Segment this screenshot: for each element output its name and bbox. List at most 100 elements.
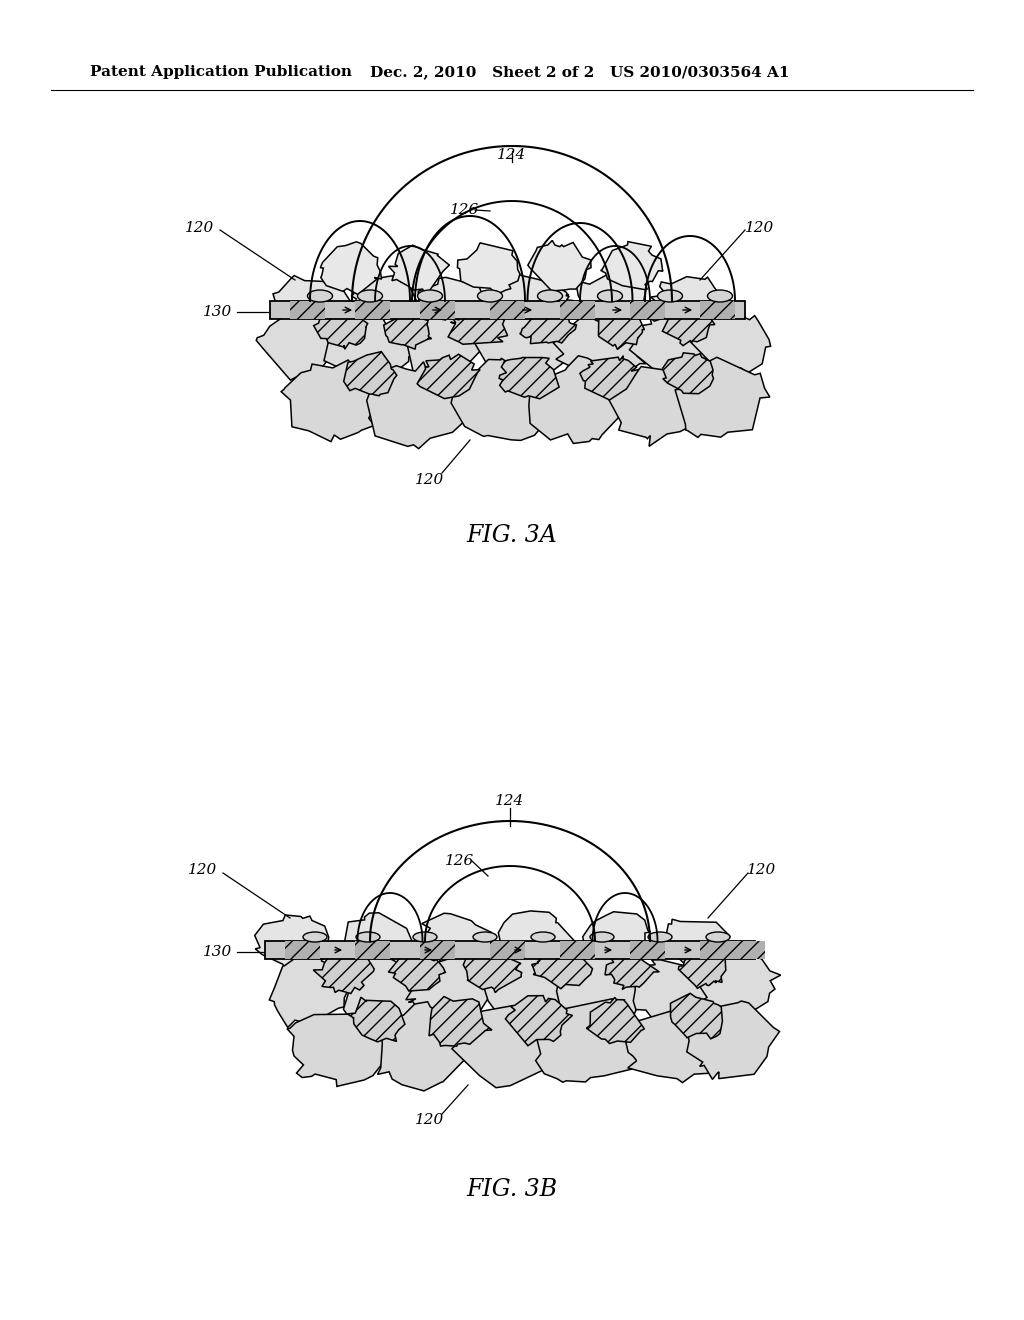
Polygon shape [605,950,659,990]
Ellipse shape [473,932,497,942]
Polygon shape [678,946,726,989]
Text: 124: 124 [496,795,524,808]
Text: 120: 120 [745,220,774,235]
Polygon shape [587,998,644,1044]
Text: 124: 124 [498,148,526,162]
Ellipse shape [356,932,380,942]
Ellipse shape [531,932,555,942]
Text: 130: 130 [204,945,232,960]
Polygon shape [499,358,559,399]
Polygon shape [344,351,397,396]
Polygon shape [499,911,578,968]
Polygon shape [452,358,547,441]
Text: 126: 126 [451,203,479,216]
Polygon shape [256,308,345,380]
Polygon shape [663,308,715,346]
Ellipse shape [590,932,614,942]
Bar [420,301,455,319]
Text: 120: 120 [748,863,776,876]
Polygon shape [663,352,714,393]
Polygon shape [657,919,730,965]
Polygon shape [601,242,663,289]
Bar [290,301,325,319]
Polygon shape [580,356,639,400]
Polygon shape [417,277,490,325]
Polygon shape [417,354,480,399]
Polygon shape [388,246,450,296]
Polygon shape [321,242,382,294]
Text: 120: 120 [188,863,218,876]
Polygon shape [528,356,633,444]
Polygon shape [695,949,780,1014]
Polygon shape [343,952,433,1034]
Text: US 2010/0303564 A1: US 2010/0303564 A1 [610,65,790,79]
Text: 120: 120 [416,1113,444,1127]
Bar [560,301,595,319]
Polygon shape [269,949,356,1027]
Polygon shape [473,312,572,383]
Bar [490,301,525,319]
Polygon shape [344,913,415,964]
Polygon shape [463,952,521,993]
Polygon shape [449,310,508,345]
Ellipse shape [413,932,437,942]
Polygon shape [553,315,646,383]
Bar [730,941,765,960]
Polygon shape [535,999,644,1082]
Text: FIG. 3A: FIG. 3A [467,524,557,546]
Polygon shape [313,308,368,350]
Text: Patent Application Publication: Patent Application Publication [90,65,352,79]
Ellipse shape [477,290,503,302]
Polygon shape [651,277,723,321]
Text: Dec. 2, 2010   Sheet 2 of 2: Dec. 2, 2010 Sheet 2 of 2 [370,65,594,79]
Polygon shape [273,276,351,325]
Polygon shape [351,276,417,321]
Ellipse shape [706,932,730,942]
Polygon shape [406,952,492,1026]
Bar [700,301,735,319]
Ellipse shape [307,290,333,302]
Bar [560,941,595,960]
Polygon shape [493,273,573,323]
Ellipse shape [357,290,383,302]
Text: 120: 120 [416,473,444,487]
Polygon shape [324,312,421,389]
Polygon shape [398,313,493,380]
Polygon shape [557,950,651,1030]
Polygon shape [458,243,520,294]
Ellipse shape [648,932,672,942]
Bar [420,941,455,960]
Polygon shape [282,360,380,442]
Polygon shape [633,960,725,1027]
Ellipse shape [538,290,562,302]
Bar [355,301,390,319]
Polygon shape [630,310,721,376]
Polygon shape [347,997,404,1041]
Bar [270,301,745,319]
Polygon shape [598,308,644,350]
Bar [630,941,665,960]
Text: FIG. 3B: FIG. 3B [467,1179,557,1201]
Ellipse shape [303,932,327,942]
Polygon shape [675,358,770,437]
Polygon shape [429,997,492,1047]
Polygon shape [689,308,771,378]
Bar [355,941,390,960]
Polygon shape [388,953,445,991]
Polygon shape [626,1006,722,1082]
Ellipse shape [657,290,683,302]
Polygon shape [506,995,572,1045]
Polygon shape [287,1007,387,1086]
Bar [630,301,665,319]
Polygon shape [421,913,492,964]
Bar [700,941,735,960]
Polygon shape [574,275,646,323]
Polygon shape [378,1002,475,1090]
Ellipse shape [597,290,623,302]
Ellipse shape [708,290,732,302]
Polygon shape [255,915,330,969]
Polygon shape [527,240,591,290]
Polygon shape [531,952,593,989]
Text: 130: 130 [204,305,232,319]
Polygon shape [384,314,432,350]
